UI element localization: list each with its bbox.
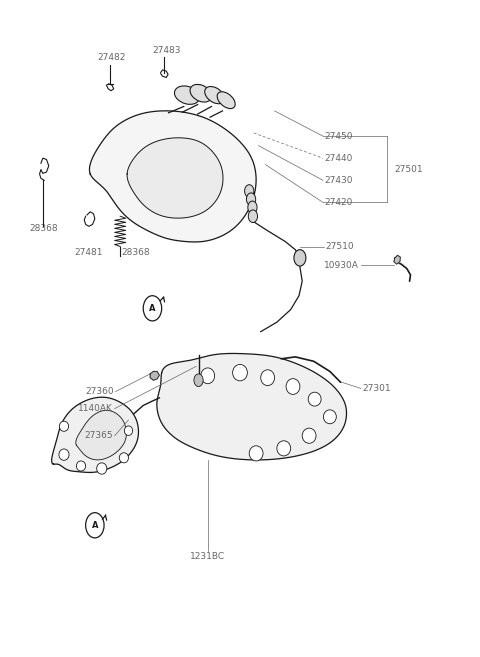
Polygon shape (150, 371, 159, 380)
Text: 27360: 27360 (85, 387, 114, 396)
Text: 27481: 27481 (74, 248, 103, 258)
Ellipse shape (190, 84, 212, 102)
Ellipse shape (233, 365, 247, 381)
Text: 27420: 27420 (324, 198, 353, 207)
Polygon shape (52, 397, 139, 472)
Ellipse shape (261, 370, 275, 386)
Ellipse shape (119, 453, 129, 463)
Text: 27501: 27501 (395, 165, 423, 174)
Text: A: A (92, 521, 98, 530)
Ellipse shape (96, 463, 107, 474)
Circle shape (248, 210, 257, 223)
Text: 28368: 28368 (121, 248, 150, 258)
Ellipse shape (76, 461, 85, 471)
Ellipse shape (205, 87, 225, 104)
Circle shape (194, 374, 203, 386)
Ellipse shape (286, 378, 300, 394)
Circle shape (248, 201, 257, 214)
Circle shape (246, 193, 256, 206)
Polygon shape (157, 353, 347, 460)
Ellipse shape (174, 86, 200, 104)
Polygon shape (127, 138, 223, 218)
Polygon shape (89, 111, 256, 242)
Text: 27510: 27510 (325, 242, 354, 251)
Text: 27482: 27482 (97, 53, 126, 62)
Ellipse shape (124, 426, 132, 436)
Ellipse shape (60, 421, 69, 431)
Text: 27440: 27440 (324, 154, 353, 163)
Text: 27301: 27301 (362, 384, 391, 393)
Text: 27430: 27430 (324, 176, 353, 185)
Ellipse shape (201, 368, 215, 384)
Text: 10930A: 10930A (324, 261, 359, 270)
Ellipse shape (277, 441, 291, 456)
Ellipse shape (249, 446, 263, 461)
Text: 27450: 27450 (324, 131, 353, 141)
Ellipse shape (302, 428, 316, 443)
Ellipse shape (308, 392, 321, 406)
Ellipse shape (217, 92, 235, 108)
Text: 1231BC: 1231BC (190, 553, 225, 561)
Text: A: A (149, 304, 156, 313)
Ellipse shape (59, 449, 69, 461)
Text: 27483: 27483 (153, 47, 181, 55)
Ellipse shape (324, 410, 336, 424)
Polygon shape (394, 256, 400, 264)
Text: 27365: 27365 (84, 431, 113, 440)
Polygon shape (76, 411, 126, 460)
Circle shape (294, 250, 306, 266)
Circle shape (245, 185, 254, 197)
Text: 1140AK: 1140AK (78, 404, 113, 413)
Text: 28368: 28368 (29, 224, 58, 233)
